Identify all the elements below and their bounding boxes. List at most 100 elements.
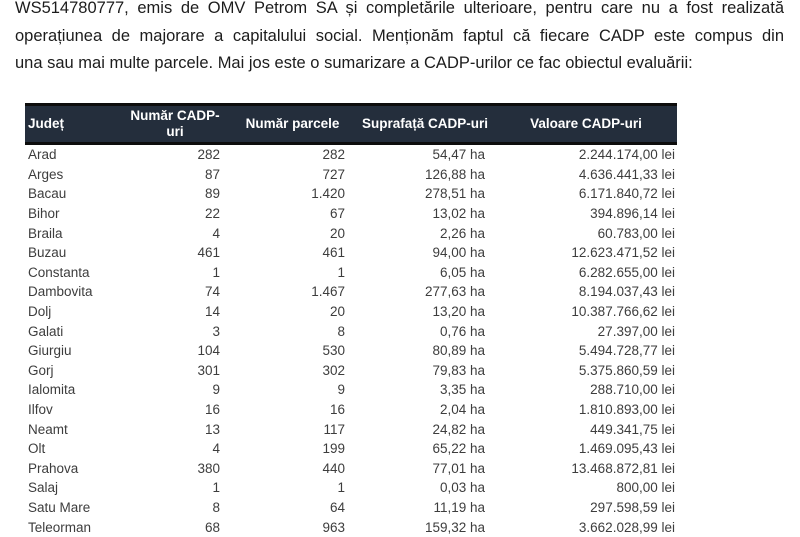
table-row: Salaj 1 1 0,03 ha 800,00 lei <box>25 478 677 498</box>
cell-suprafata: 3,35 ha <box>439 382 485 398</box>
cell-numar-cadp-uri: 461 <box>197 245 220 261</box>
cell-numar-cadp-uri: 104 <box>197 343 220 359</box>
cell-suprafata: 0,03 ha <box>439 480 485 496</box>
cell-valoare: 13.468.872,81 lei <box>571 460 675 476</box>
cell-numar-cadp-uri: 3 <box>212 323 220 339</box>
cell-numar-parcele: 727 <box>322 166 345 182</box>
cell-judet: Ialomita <box>28 382 76 398</box>
cell-valoare: 2.244.174,00 lei <box>578 147 675 163</box>
cell-valoare: 10.387.766,62 lei <box>571 304 675 320</box>
cell-numar-parcele: 461 <box>322 245 345 261</box>
cell-numar-parcele: 530 <box>322 343 345 359</box>
cell-suprafata: 277,63 ha <box>424 284 485 300</box>
cell-numar-parcele: 302 <box>322 362 345 378</box>
cell-numar-cadp-uri: 1 <box>212 264 220 280</box>
cell-valoare: 800,00 lei <box>616 480 675 496</box>
intro-line-1: WS514780777, emis de OMV Petrom SA și co… <box>15 0 784 17</box>
cell-numar-parcele: 20 <box>329 304 345 320</box>
cell-valoare: 60.783,00 lei <box>597 225 675 241</box>
cell-judet: Prahova <box>28 460 79 476</box>
table-row: Prahova 380 440 77,01 ha 13.468.872,81 lei <box>25 459 677 479</box>
table-header-row: Județ Număr CADP-uri Număr parcele Supra… <box>25 103 677 145</box>
cell-valoare: 5.375.860,59 lei <box>578 362 675 378</box>
cell-numar-parcele: 282 <box>322 147 345 163</box>
table-row: Olt 4 199 65,22 ha 1.469.095,43 lei <box>25 439 677 459</box>
cell-suprafata: 278,51 ha <box>424 186 485 202</box>
cell-valoare: 1.469.095,43 lei <box>578 441 675 457</box>
cell-valoare: 449.341,75 lei <box>590 421 675 437</box>
cell-numar-cadp-uri: 282 <box>197 147 220 163</box>
cell-judet: Buzau <box>28 245 67 261</box>
cell-suprafata: 2,04 ha <box>439 402 485 418</box>
cell-numar-cadp-uri: 13 <box>204 421 220 437</box>
cell-numar-parcele: 199 <box>322 441 345 457</box>
table-row: Braila 4 20 2,26 ha 60.783,00 lei <box>25 223 677 243</box>
cell-numar-cadp-uri: 89 <box>204 186 220 202</box>
cell-judet: Dolj <box>28 304 52 320</box>
table-row: Ialomita 9 9 3,35 ha 288.710,00 lei <box>25 380 677 400</box>
cell-suprafata: 2,26 ha <box>439 225 485 241</box>
cell-suprafata: 80,89 ha <box>432 343 485 359</box>
cell-valoare: 5.494.728,77 lei <box>578 343 675 359</box>
cell-suprafata: 11,19 ha <box>433 499 485 515</box>
cell-judet: Galati <box>28 323 64 339</box>
cell-judet: Teleorman <box>28 519 92 535</box>
cell-valoare: 6.282.655,00 lei <box>578 264 675 280</box>
cell-numar-cadp-uri: 380 <box>197 460 220 476</box>
table-row: Arad 282 282 54,47 ha 2.244.174,00 lei <box>25 144 677 165</box>
cell-judet: Dambovita <box>28 284 93 300</box>
cell-numar-parcele: 117 <box>323 421 345 437</box>
cell-suprafata: 13,02 ha <box>432 206 485 222</box>
cell-numar-parcele: 9 <box>337 382 345 398</box>
intro-paragraph: WS514780777, emis de OMV Petrom SA și co… <box>15 0 784 78</box>
table-body: Arad 282 282 54,47 ha 2.244.174,00 lei Arges 8… <box>25 144 677 537</box>
table-header: Județ Număr CADP-uri Număr parcele Supra… <box>25 103 677 145</box>
cell-numar-parcele: 1 <box>337 264 345 280</box>
cell-numar-parcele: 20 <box>329 225 345 241</box>
cell-numar-cadp-uri: 4 <box>212 225 220 241</box>
table-row: Satu Mare 8 64 11,19 ha 297.598,59 lei <box>25 498 677 518</box>
cell-numar-parcele: 1.467 <box>311 284 345 300</box>
cell-numar-cadp-uri: 68 <box>204 519 220 535</box>
cell-judet: Olt <box>28 441 46 457</box>
cell-judet: Arad <box>28 147 57 163</box>
cell-numar-parcele: 67 <box>329 206 345 222</box>
cell-valoare: 3.662.028,99 lei <box>578 519 675 535</box>
cell-suprafata: 77,01 ha <box>432 460 485 476</box>
col-header-valoare-cadp-uri: Valoare CADP-uri <box>495 103 677 145</box>
cell-suprafata: 0,76 ha <box>439 323 485 339</box>
cell-valoare: 4.636.441,33 lei <box>578 166 675 182</box>
cell-suprafata: 24,82 ha <box>432 421 485 437</box>
cell-numar-cadp-uri: 4 <box>212 441 220 457</box>
cell-valoare: 288.710,00 lei <box>590 382 675 398</box>
table-row: Bihor 22 67 13,02 ha 394.896,14 lei <box>25 204 677 224</box>
col-header-numar-cadp-uri: Număr CADP-uri <box>120 103 230 145</box>
cell-judet: Bacau <box>28 186 67 202</box>
cell-numar-parcele: 64 <box>329 499 345 515</box>
cell-numar-cadp-uri: 14 <box>204 304 220 320</box>
table-row: Neamt 13 117 24,82 ha 449.341,75 lei <box>25 419 677 439</box>
cell-numar-cadp-uri: 22 <box>204 206 220 222</box>
cell-judet: Bihor <box>28 206 60 222</box>
table-row: Giurgiu 104 530 80,89 ha 5.494.728,77 lei <box>25 341 677 361</box>
cell-judet: Salaj <box>28 480 59 496</box>
cell-valoare: 1.810.893,00 lei <box>578 402 675 418</box>
table-row: Galati 3 8 0,76 ha 27.397,00 lei <box>25 321 677 341</box>
cell-valoare: 6.171.840,72 lei <box>578 186 675 202</box>
table-row: Arges 87 727 126,88 ha 4.636.441,33 lei <box>25 165 677 185</box>
cell-numar-parcele: 8 <box>337 323 345 339</box>
cell-numar-cadp-uri: 87 <box>204 166 220 182</box>
col-header-judet: Județ <box>25 103 120 145</box>
cell-valoare: 27.397,00 lei <box>597 323 675 339</box>
cell-numar-parcele: 1.420 <box>311 186 345 202</box>
cadp-summary-table: Județ Număr CADP-uri Număr parcele Supra… <box>25 103 677 537</box>
cell-judet: Ilfov <box>28 402 53 418</box>
table-row: Buzau 461 461 94,00 ha 12.623.471,52 lei <box>25 243 677 263</box>
cell-numar-cadp-uri: 74 <box>204 284 220 300</box>
table-row: Constanta 1 1 6,05 ha 6.282.655,00 lei <box>25 263 677 283</box>
cell-suprafata: 54,47 ha <box>432 147 485 163</box>
cell-judet: Arges <box>28 166 64 182</box>
cell-suprafata: 94,00 ha <box>432 245 485 261</box>
cell-valoare: 394.896,14 lei <box>590 206 675 222</box>
